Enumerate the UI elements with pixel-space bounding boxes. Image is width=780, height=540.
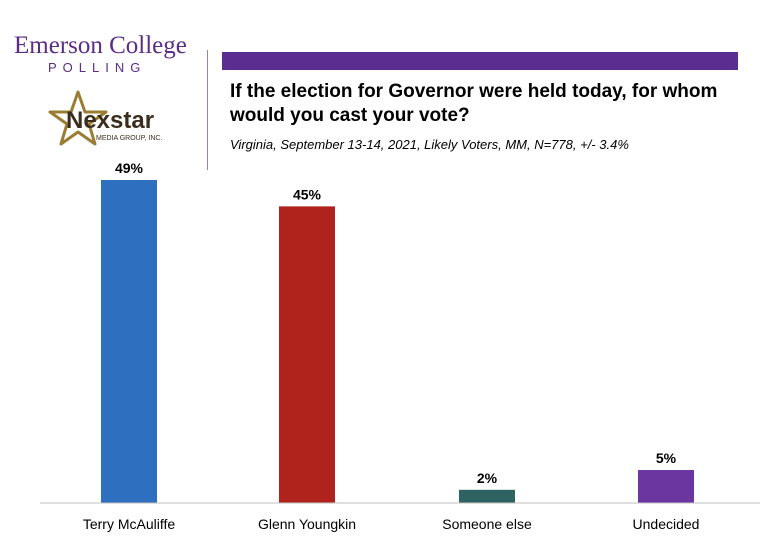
brand-name: Emerson College bbox=[14, 32, 187, 59]
bar-1 bbox=[279, 206, 335, 503]
category-label-2: Someone else bbox=[442, 516, 532, 532]
bar-value-label-1: 45% bbox=[293, 186, 322, 202]
bar-value-label-0: 49% bbox=[115, 160, 144, 176]
star-icon bbox=[48, 90, 108, 146]
nexstar-logo-text: Nexstar bbox=[66, 107, 154, 134]
chart-title: If the election for Governor were held t… bbox=[230, 81, 718, 126]
category-label-0: Terry McAuliffe bbox=[83, 516, 176, 532]
bar-value-label-3: 5% bbox=[656, 450, 677, 466]
bar-0 bbox=[101, 180, 157, 503]
chart-subtitle: Virginia, September 13-14, 2021, Likely … bbox=[230, 137, 629, 152]
header-divider bbox=[207, 50, 208, 170]
accent-bar bbox=[222, 52, 738, 70]
brand-subtitle: POLLING bbox=[48, 60, 147, 75]
bar-value-label-2: 2% bbox=[477, 470, 498, 486]
nexstar-logo-subtext: MEDIA GROUP, INC. bbox=[96, 135, 162, 142]
bar-3 bbox=[638, 470, 694, 503]
nexstar-logo: Nexstar MEDIA GROUP, INC. bbox=[48, 90, 162, 146]
category-label-1: Glenn Youngkin bbox=[258, 516, 356, 532]
category-label-3: Undecided bbox=[633, 516, 700, 532]
bar-2 bbox=[459, 489, 515, 503]
